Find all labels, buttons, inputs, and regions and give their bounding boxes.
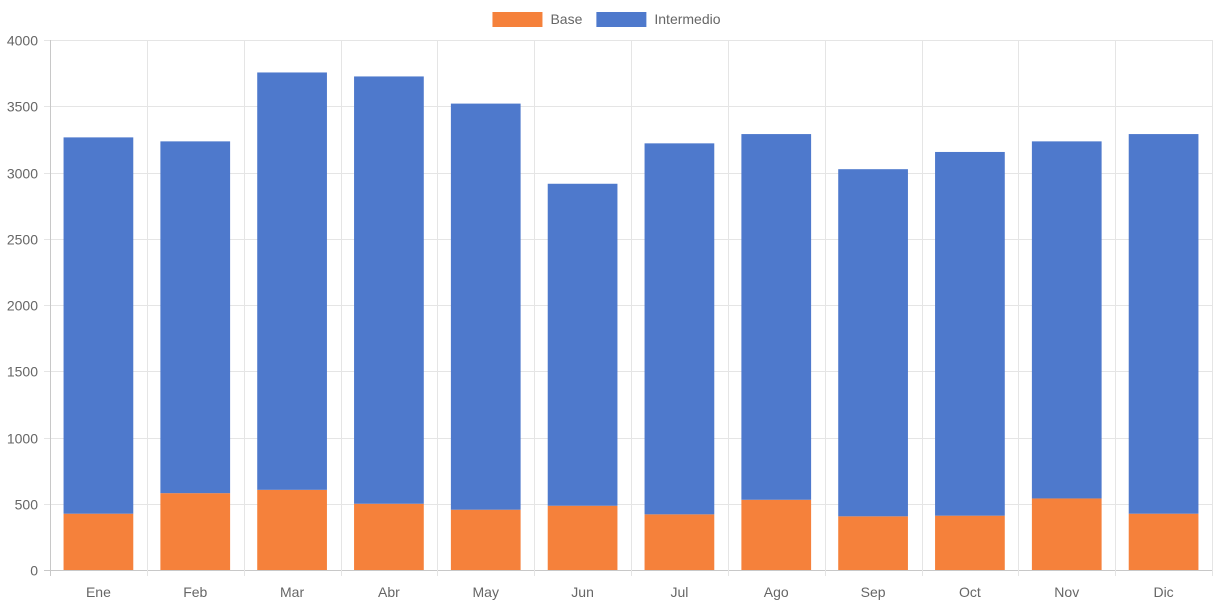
- x-tick-label: Sep: [861, 584, 886, 600]
- x-tick-label: Oct: [959, 584, 981, 600]
- bar-base-sep[interactable]: [838, 516, 908, 570]
- x-tick-label: Dic: [1153, 584, 1173, 600]
- bar-base-jul[interactable]: [644, 514, 715, 570]
- bar-intermedio-dic[interactable]: [1128, 134, 1199, 514]
- y-tick-label: 3500: [7, 99, 38, 115]
- x-tick-label: Abr: [378, 584, 400, 600]
- bar-base-abr[interactable]: [354, 503, 424, 570]
- bar-intermedio-ago[interactable]: [741, 134, 812, 500]
- y-tick-label: 500: [15, 497, 39, 513]
- x-tick-label: Ago: [764, 584, 789, 600]
- legend-label: Base: [550, 11, 582, 27]
- bar-intermedio-jun[interactable]: [547, 183, 618, 506]
- bar-intermedio-mar[interactable]: [257, 72, 327, 490]
- legend[interactable]: Base Intermedio: [492, 11, 721, 27]
- y-tick-label: 1500: [7, 364, 38, 380]
- x-tick-label: Jul: [670, 584, 688, 600]
- y-tick-label: 2500: [7, 232, 38, 248]
- y-tick-label: 4000: [7, 33, 38, 49]
- bar-intermedio-may[interactable]: [450, 103, 521, 510]
- x-tick-label: Jun: [571, 584, 594, 600]
- axes: 0 500 1000 1500 2000 2500 3000 3500 4000 Ene Feb Ma…: [7, 33, 1174, 601]
- bar-base-jun[interactable]: [547, 505, 618, 570]
- bar-base-oct[interactable]: [935, 515, 1005, 570]
- bar-intermedio-abr[interactable]: [354, 76, 424, 504]
- y-tick-label: 3000: [7, 166, 38, 182]
- bar-base-ene[interactable]: [63, 513, 134, 570]
- bar-base-may[interactable]: [450, 509, 521, 570]
- x-tick-label: Nov: [1054, 584, 1079, 600]
- bars: [63, 72, 1199, 570]
- bar-intermedio-ene[interactable]: [63, 137, 134, 514]
- legend-swatch: [596, 12, 647, 27]
- y-tick-label: 2000: [7, 298, 38, 314]
- bar-intermedio-sep[interactable]: [838, 169, 908, 517]
- bar-intermedio-jul[interactable]: [644, 143, 715, 515]
- x-tick-label: May: [473, 584, 499, 600]
- bar-base-ago[interactable]: [741, 499, 812, 570]
- bar-base-mar[interactable]: [257, 489, 327, 570]
- x-tick-label: Mar: [280, 584, 304, 600]
- bar-intermedio-feb[interactable]: [160, 141, 231, 494]
- legend-swatch: [492, 12, 543, 27]
- bar-base-dic[interactable]: [1128, 513, 1199, 570]
- x-tick-label: Feb: [183, 584, 207, 600]
- y-tick-label: 0: [30, 563, 38, 579]
- legend-item-base[interactable]: Base: [492, 11, 583, 27]
- y-tick-label: 1000: [7, 431, 38, 447]
- legend-item-intermedio[interactable]: Intermedio: [596, 11, 721, 27]
- bar-intermedio-nov[interactable]: [1031, 141, 1102, 499]
- bar-base-nov[interactable]: [1031, 498, 1102, 570]
- x-tick-label: Ene: [86, 584, 111, 600]
- bar-base-feb[interactable]: [160, 493, 231, 570]
- legend-label: Intermedio: [654, 11, 720, 27]
- bar-intermedio-oct[interactable]: [935, 151, 1005, 516]
